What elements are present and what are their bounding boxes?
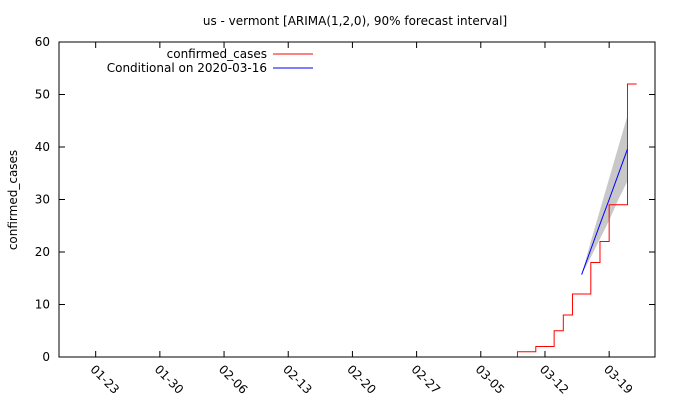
x-tick-label: 01-23 bbox=[88, 362, 123, 397]
x-tick-label: 02-27 bbox=[408, 362, 443, 397]
x-tick-label: 03-19 bbox=[601, 362, 636, 397]
x-tick-label: 03-12 bbox=[537, 362, 572, 397]
x-tick-label: 02-06 bbox=[216, 362, 251, 397]
series-line-1 bbox=[508, 83, 637, 358]
y-tick-label: 20 bbox=[35, 245, 50, 259]
chart-title: us - vermont [ARIMA(1,2,0), 90% forecast… bbox=[203, 14, 507, 28]
y-tick-label: 0 bbox=[42, 350, 50, 364]
x-tick-label: 03-05 bbox=[473, 362, 508, 397]
y-tick-label: 50 bbox=[35, 88, 50, 102]
x-tick-label: 02-13 bbox=[280, 362, 315, 397]
plot-area-frame bbox=[58, 41, 656, 358]
x-tick-label: 02-20 bbox=[344, 362, 379, 397]
y-tick-label: 10 bbox=[35, 298, 50, 312]
y-axis: 0 10 20 30 40 50 60 bbox=[35, 35, 655, 364]
x-tick-label: 01-30 bbox=[152, 362, 187, 397]
y-tick-label: 40 bbox=[35, 140, 50, 154]
y-tick-label: 60 bbox=[35, 35, 50, 49]
legend-label-1: confirmed_cases bbox=[167, 47, 267, 61]
forecast-interval-layer bbox=[581, 115, 628, 275]
legend-label-2: Conditional on 2020-03-16 bbox=[107, 61, 267, 75]
y-tick-label: 30 bbox=[35, 193, 50, 207]
y-axis-label: confirmed_cases bbox=[6, 150, 20, 250]
series-line-2 bbox=[581, 148, 628, 275]
forecast-interval-band bbox=[581, 115, 628, 275]
x-axis: 01-23 01-30 02-06 02-13 02-20 02-27 03-05 03-12… bbox=[88, 42, 636, 397]
series-layer bbox=[508, 83, 637, 358]
